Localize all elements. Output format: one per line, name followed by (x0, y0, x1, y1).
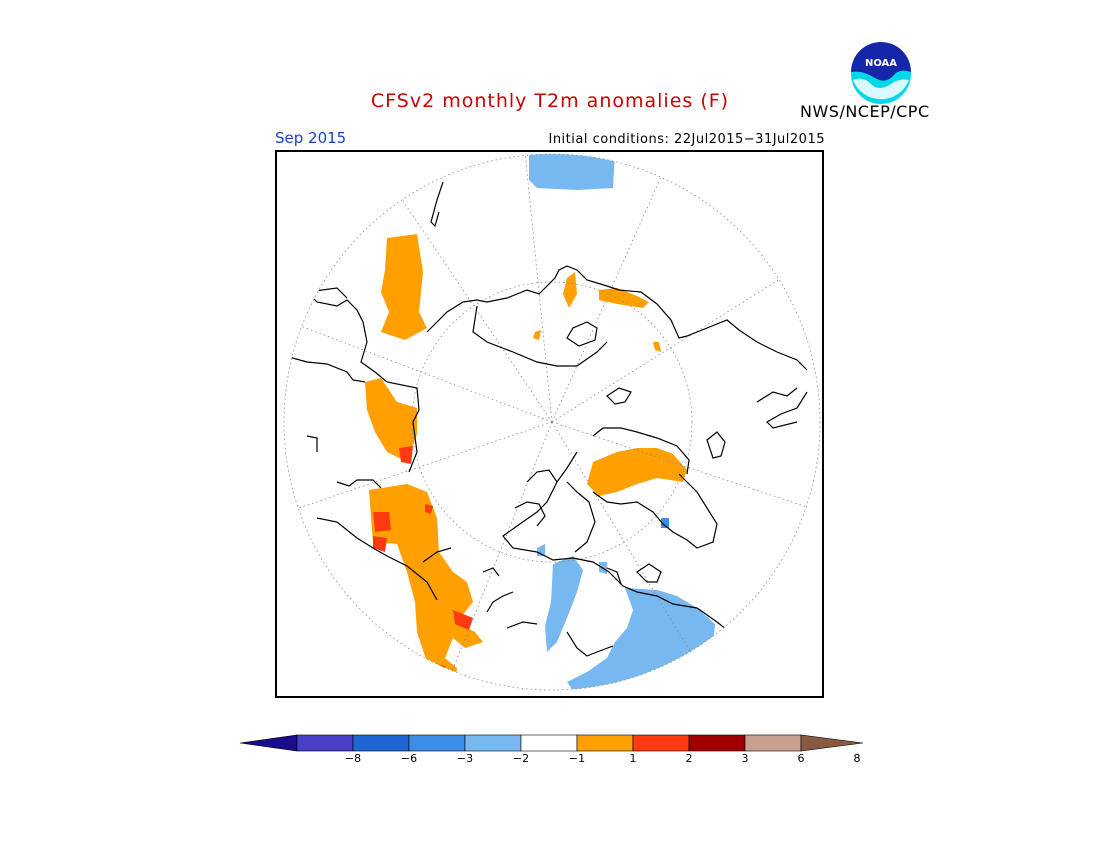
anomaly-cold-region (567, 588, 715, 690)
color-bar-swatch (296, 734, 354, 752)
color-bar-swatch (576, 734, 634, 752)
color-bar-tick-label: 8 (853, 752, 861, 765)
color-bar-tick-label: 2 (685, 752, 693, 765)
color-bar-tick-label: −6 (400, 752, 418, 765)
color-bar-swatch (520, 734, 578, 752)
noaa-logo-text: NOAA (865, 58, 897, 69)
anomaly-hot-region (373, 536, 387, 552)
color-bar-tick-label: −3 (456, 752, 474, 765)
color-bar-tick-label: 6 (797, 752, 805, 765)
anomaly-cold-region (661, 518, 669, 528)
anomaly-warm-region (599, 288, 649, 308)
color-bar-tick-label: −2 (512, 752, 530, 765)
color-bar (239, 733, 865, 773)
anomaly-hot-region (425, 504, 433, 514)
color-bar-swatch (744, 734, 802, 752)
anomaly-fields (365, 154, 715, 690)
anomaly-warm-region (533, 330, 541, 340)
color-bar-arrow-low (239, 734, 298, 752)
initial-conditions: Initial conditions: 22Jul2015−31Jul2015 (548, 132, 825, 147)
color-bar-tick-label: 3 (741, 752, 749, 765)
anomaly-warm-region (369, 484, 483, 688)
map-title: CFSv2 monthly T2m anomalies (F) (370, 90, 730, 112)
color-bar-swatch (688, 734, 746, 752)
anomaly-cold-region (529, 154, 615, 190)
graticule (284, 154, 820, 690)
anomaly-warm-region (381, 234, 427, 340)
anomaly-warm-region (563, 272, 577, 308)
color-bar-tick-label: −8 (344, 752, 362, 765)
color-bar-swatch (408, 734, 466, 752)
anomaly-warm-region (365, 378, 417, 462)
map-boundary-circle (283, 153, 821, 691)
coastlines (284, 181, 808, 657)
anomaly-cold-region (545, 556, 583, 652)
color-bar-swatch (632, 734, 690, 752)
noaa-logo-icon: NOAA (849, 42, 913, 106)
polar-map (275, 150, 824, 698)
color-bar-tick-label: 1 (629, 752, 637, 765)
agency-label: NWS/NCEP/CPC (800, 102, 930, 121)
anomaly-hot-region (373, 512, 391, 532)
anomaly-warm-region (653, 342, 661, 352)
color-bar-swatch (464, 734, 522, 752)
color-bar-arrow-high (800, 734, 864, 752)
anomaly-hot-region (453, 610, 473, 630)
forecast-period: Sep 2015 (275, 129, 347, 147)
anomaly-hot-region (399, 446, 413, 464)
anomaly-warm-region (587, 448, 687, 496)
color-bar-tick-label: −1 (568, 752, 586, 765)
color-bar-swatch (352, 734, 410, 752)
